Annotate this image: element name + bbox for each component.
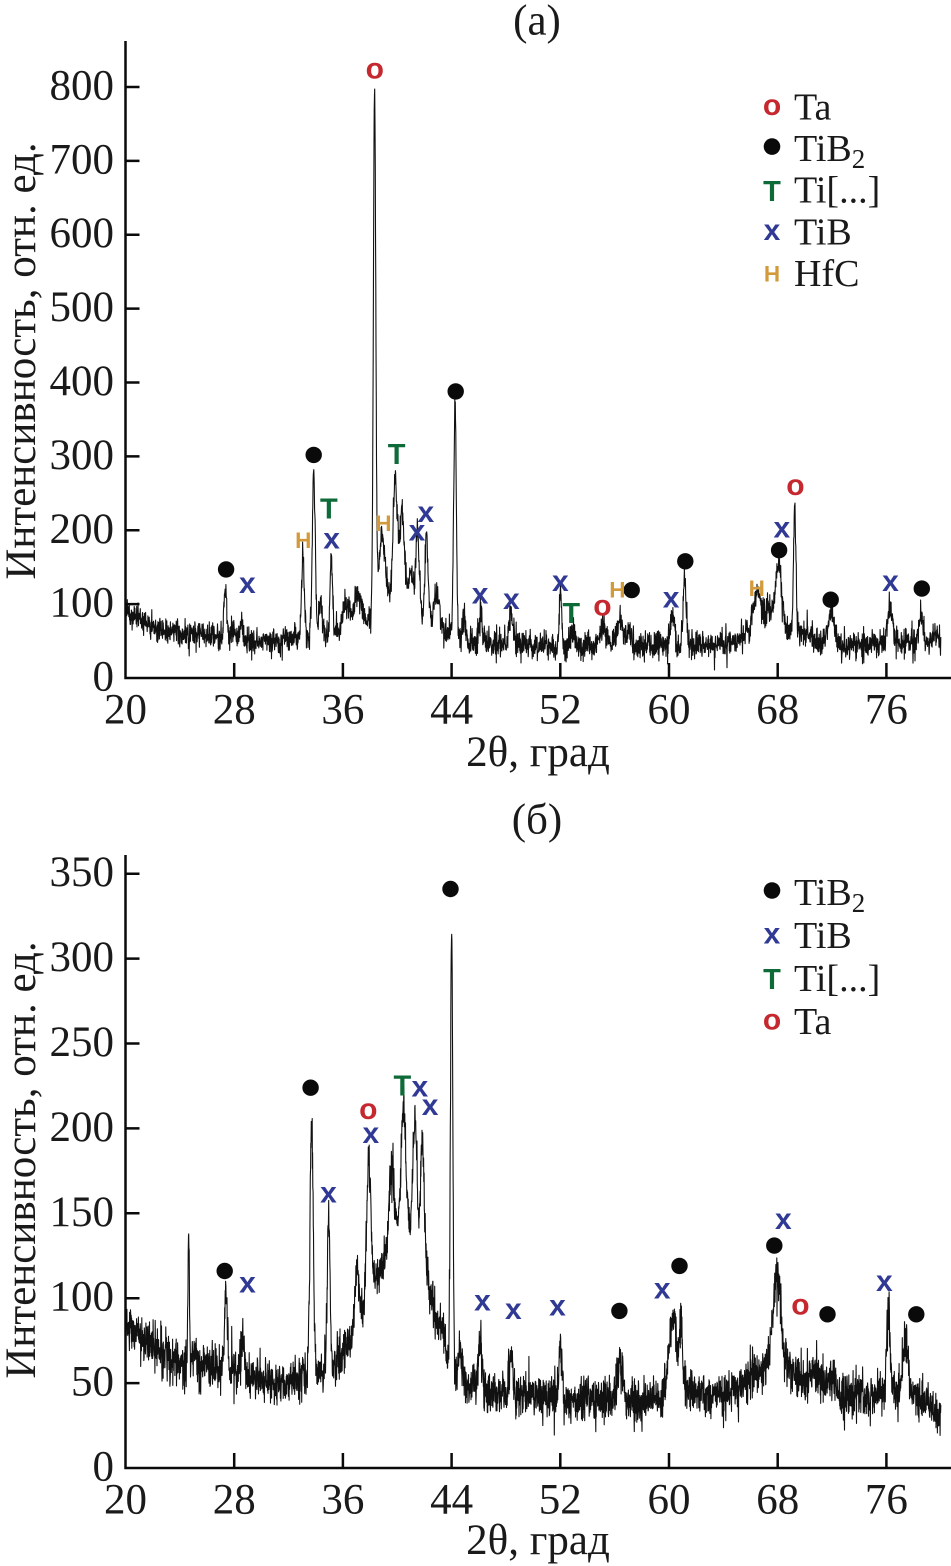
svg-text:20: 20 xyxy=(104,687,147,734)
svg-text:H: H xyxy=(295,528,311,553)
svg-text:20: 20 xyxy=(104,1477,147,1524)
svg-text:2θ, град: 2θ, град xyxy=(466,1517,610,1564)
svg-text:68: 68 xyxy=(756,1477,799,1524)
svg-text:50: 50 xyxy=(71,1359,114,1406)
svg-text:o: o xyxy=(593,590,611,623)
svg-text:Интенсивность, отн. ед.: Интенсивность, отн. ед. xyxy=(0,941,45,1378)
svg-text:o: o xyxy=(359,1093,377,1126)
svg-text:52: 52 xyxy=(539,1477,582,1524)
svg-text:0: 0 xyxy=(93,654,115,701)
svg-text:x: x xyxy=(503,583,520,616)
svg-text:68: 68 xyxy=(756,687,799,734)
svg-text:x: x xyxy=(239,567,256,600)
svg-text:o: o xyxy=(791,1289,809,1322)
svg-text:2θ, град: 2θ, град xyxy=(466,729,610,776)
svg-text:600: 600 xyxy=(50,210,115,257)
svg-text:800: 800 xyxy=(50,63,115,110)
svg-text:60: 60 xyxy=(648,687,691,734)
svg-text:T: T xyxy=(320,494,338,526)
svg-text:x: x xyxy=(239,1267,256,1300)
svg-text:250: 250 xyxy=(50,1019,115,1066)
svg-text:x: x xyxy=(764,214,781,247)
svg-text:300: 300 xyxy=(50,934,115,981)
svg-text:x: x xyxy=(411,1071,428,1104)
svg-text:700: 700 xyxy=(50,136,115,183)
svg-text:150: 150 xyxy=(50,1189,115,1236)
svg-text:28: 28 xyxy=(213,1477,256,1524)
svg-text:x: x xyxy=(876,1265,893,1298)
svg-text:44: 44 xyxy=(430,687,473,734)
svg-text:x: x xyxy=(775,1203,792,1236)
svg-text:(б): (б) xyxy=(512,797,563,844)
svg-text:o: o xyxy=(786,469,804,502)
svg-text:200: 200 xyxy=(50,1104,115,1151)
svg-text:x: x xyxy=(549,1290,566,1323)
svg-text:o: o xyxy=(763,1003,781,1036)
svg-text:Ti[...]: Ti[...] xyxy=(794,958,880,1000)
svg-text:o: o xyxy=(763,89,781,122)
svg-text:x: x xyxy=(505,1293,522,1326)
svg-text:100: 100 xyxy=(50,1274,115,1321)
svg-text:x: x xyxy=(654,1273,671,1306)
svg-text:200: 200 xyxy=(50,506,115,553)
svg-text:H: H xyxy=(764,262,780,287)
svg-text:44: 44 xyxy=(430,1477,473,1524)
svg-text:x: x xyxy=(422,1089,439,1122)
svg-text:100: 100 xyxy=(50,580,115,627)
svg-text:x: x xyxy=(320,1177,337,1210)
svg-text:36: 36 xyxy=(321,687,364,734)
svg-text:x: x xyxy=(474,1285,491,1318)
svg-text:500: 500 xyxy=(50,284,115,331)
svg-text:TiB: TiB xyxy=(794,915,852,957)
svg-text:x: x xyxy=(362,1117,379,1150)
svg-text:x: x xyxy=(323,523,340,556)
svg-text:Ti[...]: Ti[...] xyxy=(794,170,880,212)
svg-text:350: 350 xyxy=(50,849,115,896)
svg-text:60: 60 xyxy=(648,1477,691,1524)
svg-text:x: x xyxy=(773,512,790,545)
svg-text:x: x xyxy=(552,565,569,598)
svg-text:x: x xyxy=(472,577,489,610)
svg-text:52: 52 xyxy=(539,687,582,734)
svg-text:x: x xyxy=(409,515,426,548)
svg-text:Ta: Ta xyxy=(794,87,832,129)
svg-text:H: H xyxy=(609,578,625,603)
svg-text:x: x xyxy=(882,565,899,598)
svg-text:28: 28 xyxy=(213,687,256,734)
svg-text:x: x xyxy=(663,582,680,615)
svg-text:Ta: Ta xyxy=(794,1001,832,1043)
svg-text:x: x xyxy=(417,496,434,529)
svg-text:o: o xyxy=(366,53,384,86)
svg-text:H: H xyxy=(749,576,765,601)
svg-text:400: 400 xyxy=(50,358,115,405)
svg-text:T: T xyxy=(562,598,580,630)
svg-text:300: 300 xyxy=(50,432,115,479)
svg-text:x: x xyxy=(764,918,781,951)
svg-text:76: 76 xyxy=(865,687,908,734)
svg-text:T: T xyxy=(388,439,406,471)
svg-text:0: 0 xyxy=(93,1444,115,1491)
svg-text:H: H xyxy=(375,511,391,536)
svg-text:HfC: HfC xyxy=(794,253,859,295)
svg-text:Интенсивность, отн. ед.: Интенсивность, отн. ед. xyxy=(0,142,45,579)
svg-text:T: T xyxy=(394,1071,412,1103)
svg-text:(а): (а) xyxy=(513,0,561,44)
svg-text:36: 36 xyxy=(321,1477,364,1524)
svg-text:T: T xyxy=(763,964,781,996)
svg-text:T: T xyxy=(763,176,781,208)
svg-text:TiB: TiB xyxy=(794,211,852,253)
svg-text:76: 76 xyxy=(865,1477,908,1524)
